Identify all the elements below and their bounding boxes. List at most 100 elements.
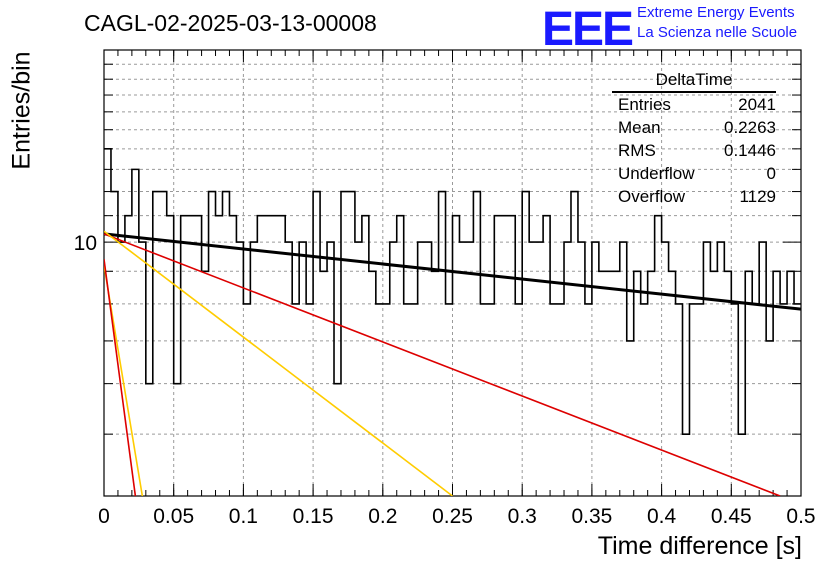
histogram-bin (508, 216, 515, 496)
histogram-bin (627, 341, 634, 496)
histogram-bin (571, 192, 578, 496)
histogram-bin (620, 242, 627, 496)
histogram-bin (446, 304, 453, 496)
fit-line-5 (104, 259, 137, 496)
x-tick-label: 0.25 (432, 505, 473, 528)
histogram-bin (404, 304, 411, 496)
stats-row-entries: Entries 2041 (612, 93, 776, 116)
histogram-bin (313, 192, 320, 496)
histogram-bin (689, 304, 696, 496)
histogram-bin (564, 242, 571, 496)
histogram-bin (188, 216, 195, 496)
stats-row-underflow: Underflow 0 (612, 162, 776, 185)
histogram-bin (174, 384, 181, 496)
stats-label: Overflow (618, 187, 686, 206)
stats-label: Mean (618, 118, 661, 137)
histogram-bin (383, 304, 390, 496)
stats-value: 0.2263 (724, 118, 776, 137)
stats-label: Underflow (618, 164, 695, 183)
histogram-bin (515, 304, 522, 496)
stats-value: 0 (766, 164, 776, 183)
stats-title: DeltaTime (612, 70, 776, 93)
histogram-bin (202, 271, 209, 496)
stats-row-mean: Mean 0.2263 (612, 116, 776, 139)
histogram-bin (181, 216, 188, 496)
histogram-bin (104, 149, 111, 496)
histogram-bin (243, 304, 250, 496)
histogram-bin (362, 216, 369, 496)
histogram-bin (320, 271, 327, 496)
fit-line-1 (104, 232, 801, 311)
logo-subtitle-line1: Extreme Energy Events (637, 4, 795, 21)
histogram-bin (257, 216, 264, 496)
histogram-bin (578, 242, 585, 496)
histogram-bin (794, 304, 801, 496)
histogram-bin (229, 216, 236, 496)
histogram-bin (236, 242, 243, 496)
histogram-bin (599, 271, 606, 496)
histogram-bin (648, 271, 655, 496)
x-tick-label: 0.35 (571, 505, 612, 528)
histogram-bin (731, 304, 738, 496)
stats-value: 2041 (738, 95, 776, 114)
x-tick-label: 0.3 (508, 505, 537, 528)
histogram-bin (480, 304, 487, 496)
histogram-bin (125, 216, 132, 496)
histogram-bin (153, 192, 160, 496)
histogram-bin (655, 216, 662, 496)
histogram-bin (139, 242, 146, 496)
histogram-bin (606, 271, 613, 496)
histogram-bin (641, 304, 648, 496)
histogram-bin (327, 242, 334, 496)
y-tick-label: 10 (74, 232, 97, 255)
x-tick-label: 0.4 (647, 505, 677, 528)
histogram-bin (216, 216, 223, 496)
histogram-bin (662, 242, 669, 496)
histogram-bin (592, 242, 599, 496)
x-tick-label: 0.1 (229, 505, 258, 528)
histogram-bin (738, 434, 745, 496)
histogram-bin (355, 242, 362, 496)
histogram-bin (299, 242, 306, 496)
histogram-bin (683, 434, 690, 496)
histogram-bin (676, 304, 683, 496)
x-tick-label: 0.15 (293, 505, 334, 528)
x-tick-label: 0.2 (368, 505, 397, 528)
histogram-bin (522, 192, 529, 496)
histogram-bin (543, 216, 550, 496)
histogram-bin (453, 216, 460, 496)
stats-box: DeltaTime Entries 2041 Mean 0.2263 RMS 0.14… (612, 70, 776, 208)
stats-row-rms: RMS 0.1446 (612, 139, 776, 162)
histogram-bin (306, 304, 313, 496)
histogram-bin (132, 169, 139, 496)
histogram-bin (717, 242, 724, 496)
histogram-bin (766, 341, 773, 496)
x-tick-label: 0.45 (711, 505, 752, 528)
histogram-bin (752, 304, 759, 496)
histogram-bin (390, 242, 397, 496)
histogram-bin (466, 242, 473, 496)
histogram-bin (369, 271, 376, 496)
histogram-bin (348, 192, 355, 496)
stats-label: Entries (618, 95, 671, 114)
histogram-bin (425, 242, 432, 496)
histogram-bin (167, 216, 174, 496)
histogram-bin (696, 304, 703, 496)
histogram-bin (439, 192, 446, 496)
fit-line-2 (104, 233, 781, 496)
histogram-bin (195, 216, 202, 496)
histogram-bin (780, 304, 787, 496)
histogram-bin (787, 271, 794, 496)
histogram-bin (550, 304, 557, 496)
histogram-bin (669, 271, 676, 496)
histogram-bin (501, 216, 508, 496)
histogram-bin (759, 242, 766, 496)
histogram-bin (146, 384, 153, 496)
histogram-bin (271, 216, 278, 496)
histogram-bin (432, 271, 439, 496)
histogram-bin (473, 192, 480, 496)
stats-row-overflow: Overflow 1129 (612, 185, 776, 208)
histogram-bin (487, 304, 494, 496)
stats-value: 0.1446 (724, 141, 776, 160)
